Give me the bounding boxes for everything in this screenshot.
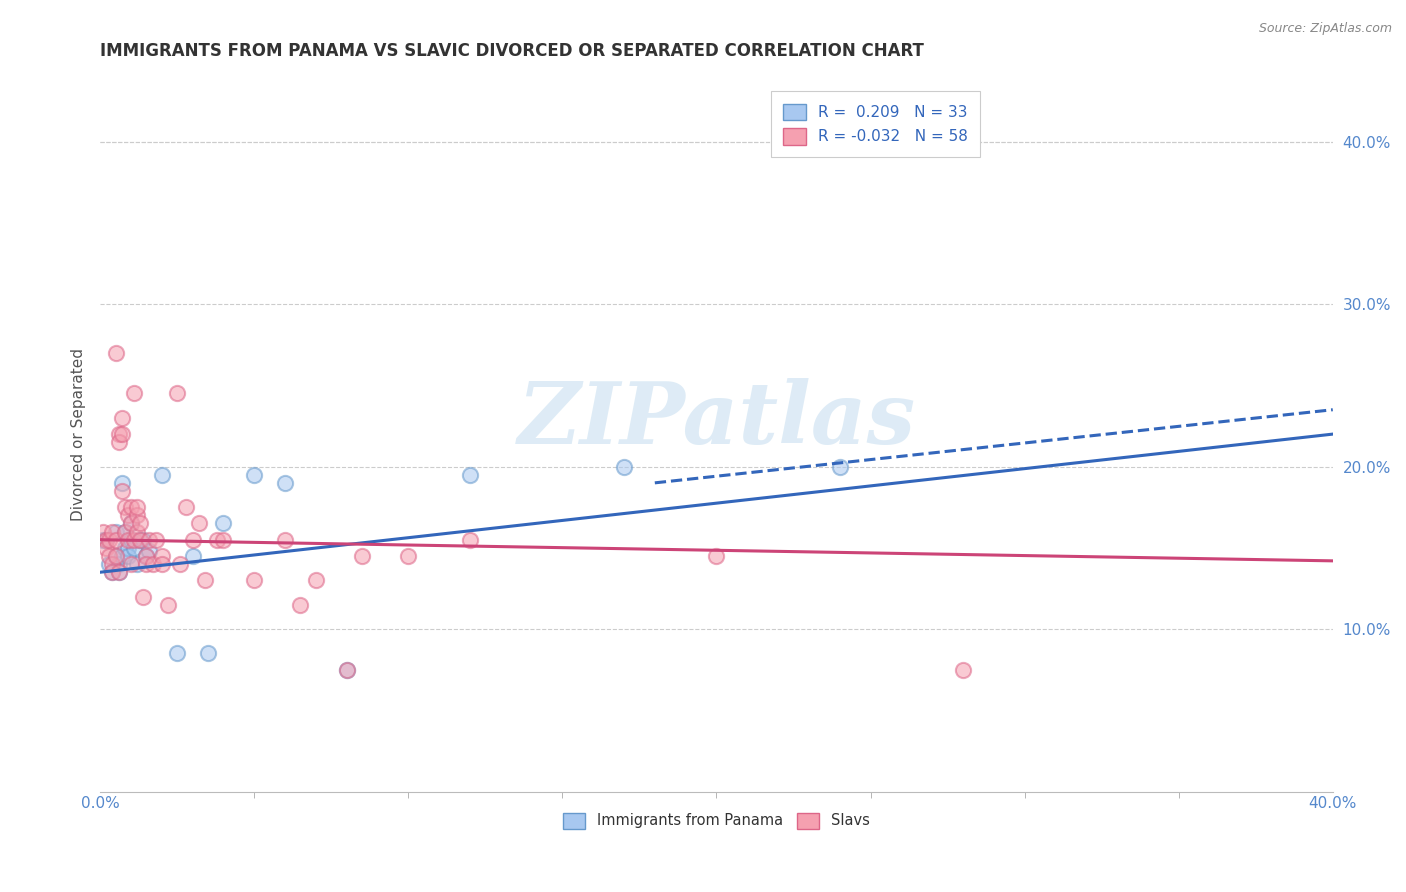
Point	[207, 533, 229, 547]
Point	[117, 508, 139, 523]
Point	[120, 516, 142, 531]
Point	[243, 574, 266, 588]
Point	[166, 386, 188, 401]
Point	[135, 557, 157, 571]
Point	[120, 557, 142, 571]
Point	[952, 663, 974, 677]
Point	[104, 524, 127, 539]
Point	[101, 566, 124, 580]
Point	[274, 533, 297, 547]
Point	[117, 549, 139, 563]
Point	[111, 549, 134, 563]
Point	[117, 533, 139, 547]
Point	[274, 475, 297, 490]
Point	[122, 386, 145, 401]
Point	[98, 549, 121, 563]
Point	[101, 557, 124, 571]
Point	[706, 549, 728, 563]
Point	[129, 516, 152, 531]
Point	[613, 459, 636, 474]
Point	[127, 500, 149, 515]
Point	[117, 541, 139, 555]
Point	[96, 533, 118, 547]
Point	[107, 427, 129, 442]
Point	[132, 590, 155, 604]
Point	[107, 566, 129, 580]
Point	[169, 557, 191, 571]
Point	[114, 541, 136, 555]
Point	[127, 524, 149, 539]
Point	[166, 647, 188, 661]
Point	[96, 533, 118, 547]
Point	[145, 533, 167, 547]
Point	[138, 544, 160, 558]
Point	[104, 533, 127, 547]
Point	[122, 541, 145, 555]
Point	[127, 557, 149, 571]
Point	[181, 549, 204, 563]
Point	[114, 524, 136, 539]
Point	[138, 533, 160, 547]
Y-axis label: Divorced or Separated: Divorced or Separated	[72, 348, 86, 521]
Point	[132, 533, 155, 547]
Point	[176, 500, 198, 515]
Point	[98, 533, 121, 547]
Point	[396, 549, 419, 563]
Point	[336, 663, 359, 677]
Point	[122, 533, 145, 547]
Point	[111, 483, 134, 498]
Point	[243, 467, 266, 482]
Point	[120, 516, 142, 531]
Point	[828, 459, 851, 474]
Point	[107, 566, 129, 580]
Point	[156, 598, 179, 612]
Point	[150, 467, 173, 482]
Point	[107, 435, 129, 450]
Point	[98, 557, 121, 571]
Point	[91, 524, 114, 539]
Point	[141, 557, 163, 571]
Point	[135, 549, 157, 563]
Point	[129, 533, 152, 547]
Point	[212, 533, 235, 547]
Point	[194, 574, 217, 588]
Point	[96, 541, 118, 555]
Point	[101, 566, 124, 580]
Point	[127, 508, 149, 523]
Point	[120, 533, 142, 547]
Text: IMMIGRANTS FROM PANAMA VS SLAVIC DIVORCED OR SEPARATED CORRELATION CHART: IMMIGRANTS FROM PANAMA VS SLAVIC DIVORCE…	[100, 42, 924, 60]
Point	[352, 549, 374, 563]
Point	[458, 533, 481, 547]
Point	[114, 524, 136, 539]
Point	[290, 598, 312, 612]
Point	[111, 410, 134, 425]
Point	[212, 516, 235, 531]
Text: Source: ZipAtlas.com: Source: ZipAtlas.com	[1258, 22, 1392, 36]
Point	[336, 663, 359, 677]
Point	[305, 574, 328, 588]
Point	[91, 533, 114, 547]
Point	[458, 467, 481, 482]
Point	[107, 557, 129, 571]
Point	[187, 516, 209, 531]
Point	[181, 533, 204, 547]
Point	[101, 524, 124, 539]
Point	[111, 427, 134, 442]
Point	[104, 549, 127, 563]
Point	[104, 346, 127, 360]
Point	[114, 500, 136, 515]
Point	[197, 647, 219, 661]
Legend: Immigrants from Panama, Slavs: Immigrants from Panama, Slavs	[557, 806, 876, 834]
Point	[150, 549, 173, 563]
Point	[111, 475, 134, 490]
Point	[129, 533, 152, 547]
Point	[120, 500, 142, 515]
Point	[150, 557, 173, 571]
Point	[135, 549, 157, 563]
Point	[104, 549, 127, 563]
Text: ZIPatlas: ZIPatlas	[517, 378, 915, 461]
